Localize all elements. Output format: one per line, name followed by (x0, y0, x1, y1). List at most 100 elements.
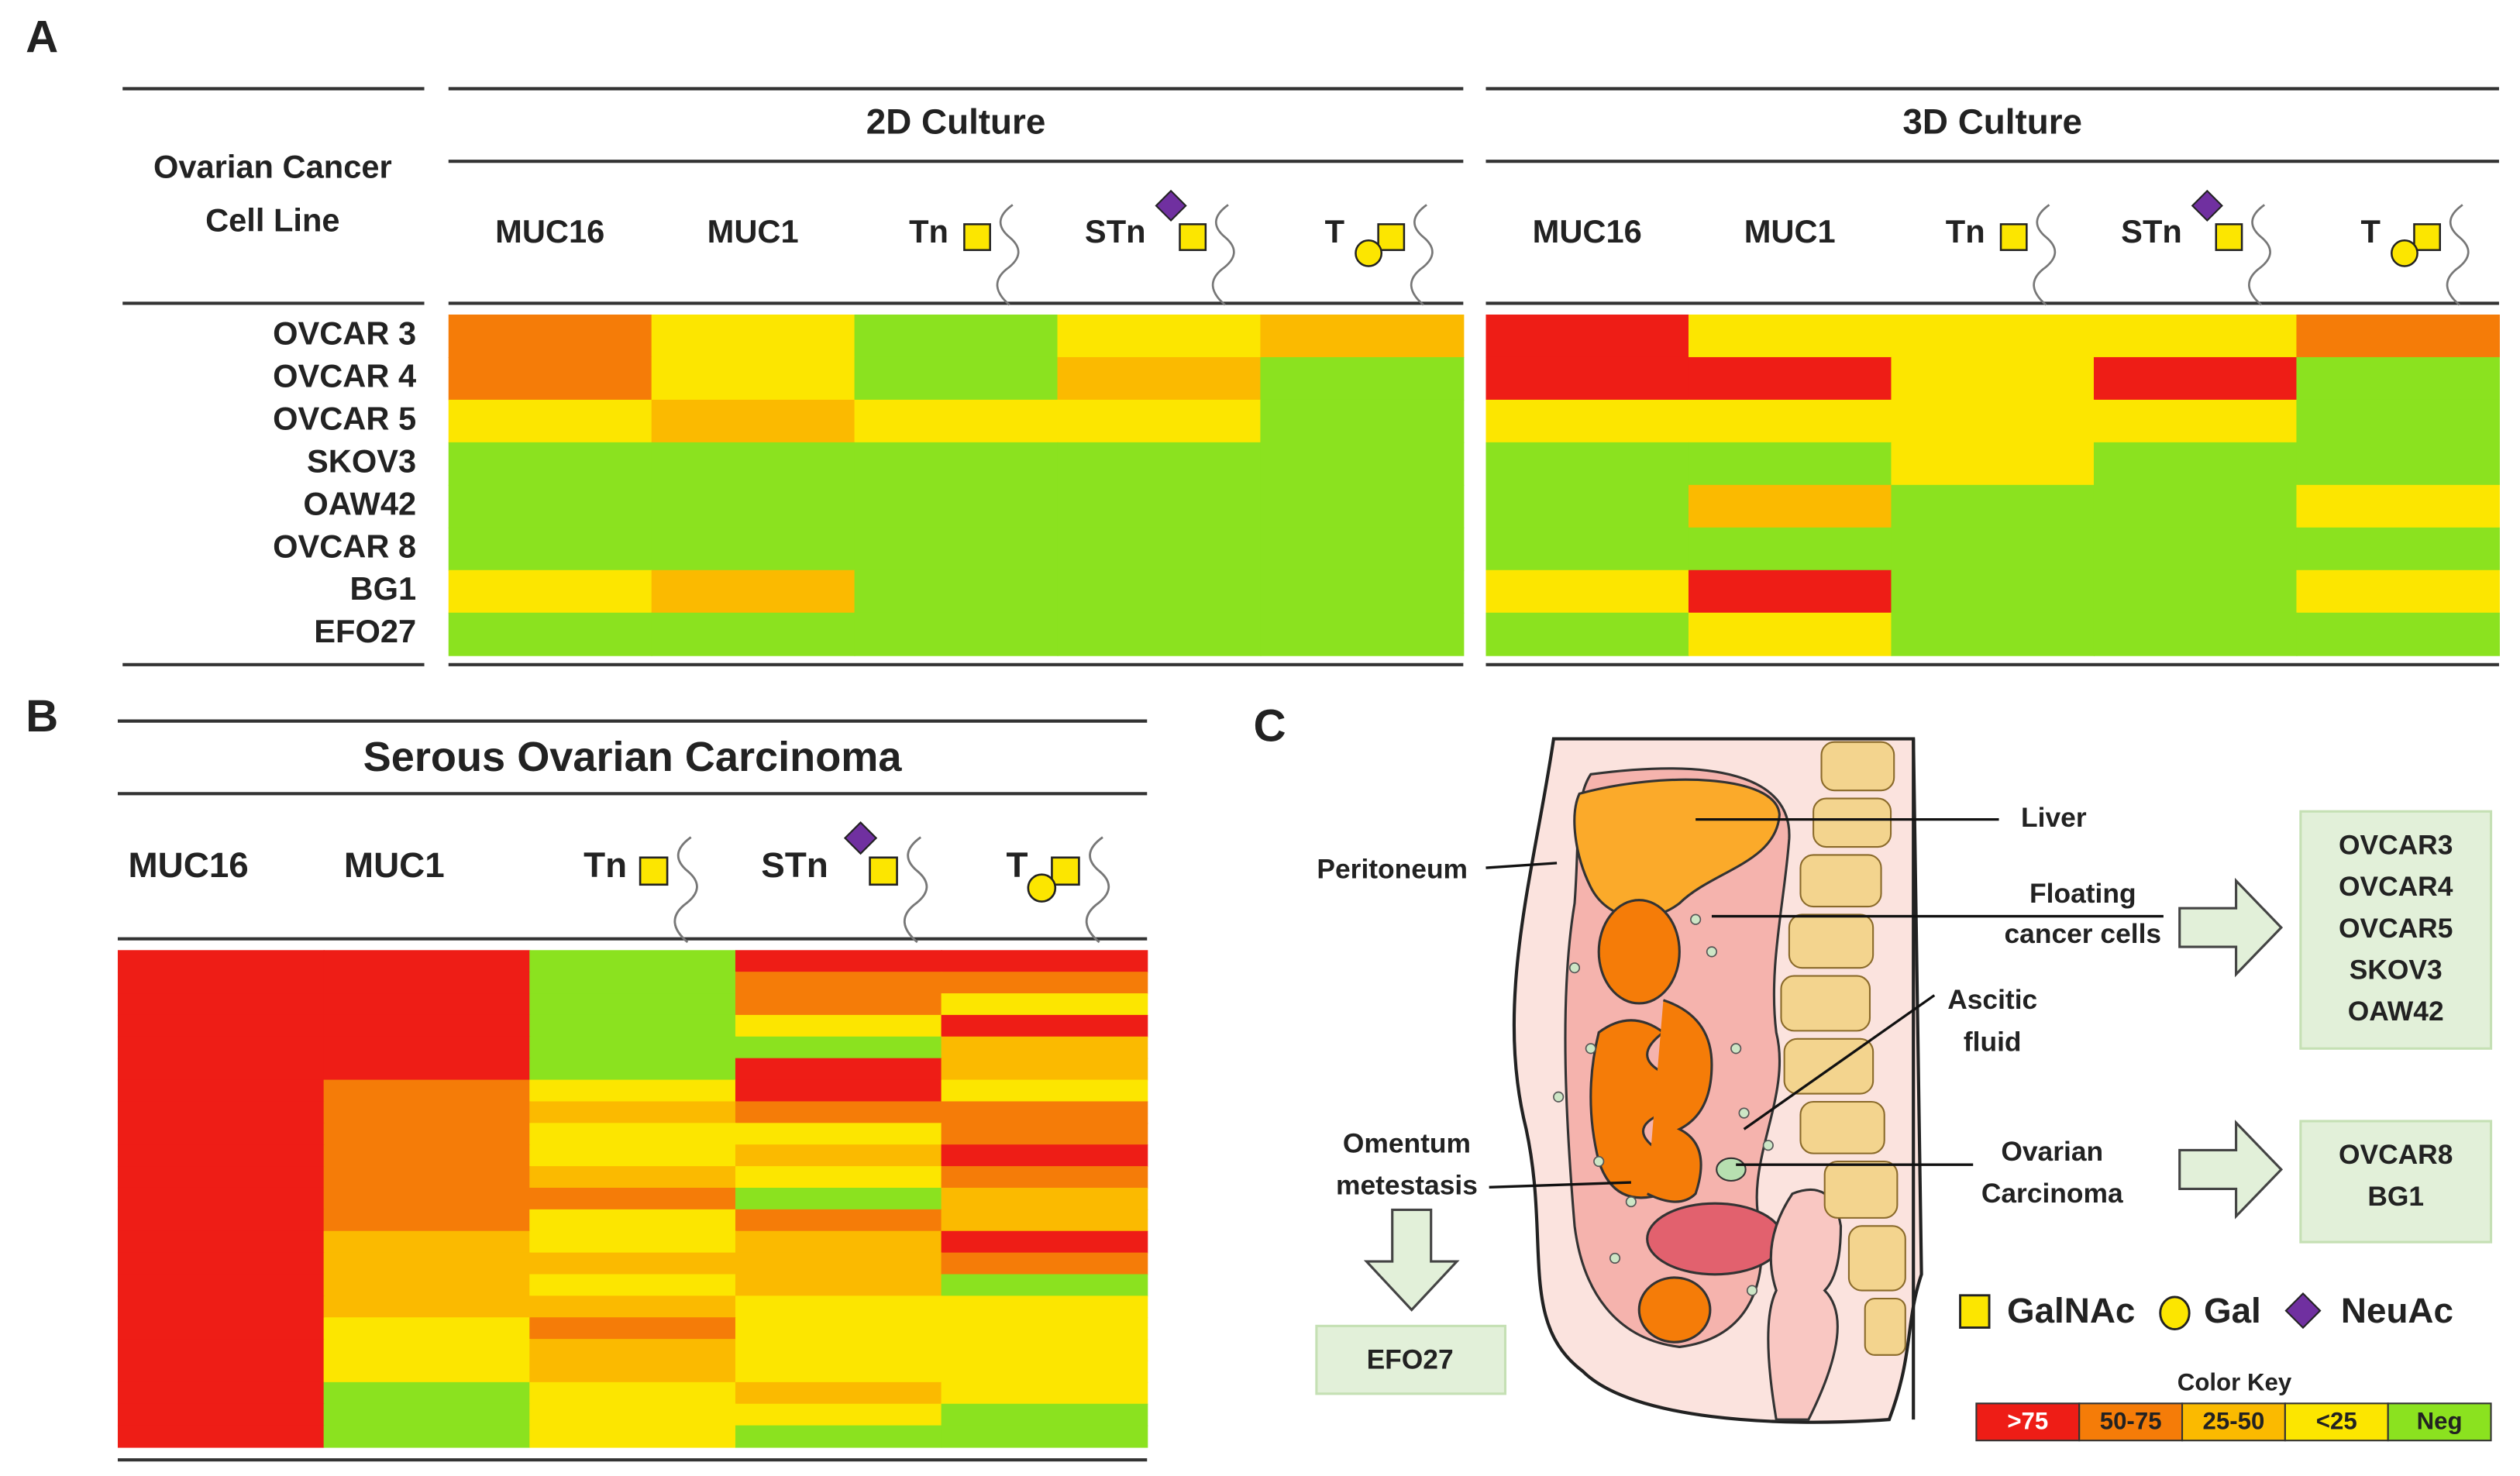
box-cell-line: OVCAR5 (2339, 913, 2453, 944)
heatmap-cell (651, 612, 855, 656)
heatmap-cell (448, 569, 652, 614)
organ-label: cancer cells (2005, 919, 2162, 949)
row-header: Cell Line (205, 201, 339, 238)
glycan-icon (1155, 189, 1235, 306)
cell-line-label: OVCAR 3 (273, 315, 416, 351)
heatmap-cell (529, 972, 736, 995)
legend-label: NeuAc (2341, 1291, 2453, 1330)
heatmap-cell (651, 356, 855, 401)
column-label: Tn (909, 213, 948, 249)
heatmap-cell (448, 356, 652, 401)
glycan-part (996, 204, 1020, 306)
glycan-part (1999, 223, 2028, 251)
heatmap-cell (1260, 527, 1465, 571)
heatmap-cell (117, 1187, 325, 1210)
heatmap-cell (323, 1079, 531, 1103)
heatmap-cell (529, 1295, 736, 1319)
organ-label: metestasis (1336, 1171, 1478, 1201)
heatmap-cell (117, 1144, 325, 1168)
heatmap-cell (448, 484, 652, 528)
heatmap-cell (117, 1339, 325, 1362)
heatmap-cell (735, 1123, 942, 1146)
heatmap-cell (323, 950, 531, 973)
heatmap-cell (941, 1295, 1148, 1319)
heatmap-cell (1260, 484, 1465, 528)
heatmap-cell (941, 1339, 1148, 1362)
heatmap-cell (117, 950, 325, 973)
heatmap-cell (323, 1230, 531, 1254)
heatmap-cell (735, 1295, 942, 1319)
heatmap-cell (529, 1252, 736, 1275)
heatmap-cell (854, 356, 1059, 401)
gal-circle (1027, 873, 1057, 903)
heatmap-cell (735, 1187, 942, 1210)
color-key-swatch (2078, 1402, 2184, 1442)
cell-line-label: SKOV3 (307, 442, 416, 479)
glycan-part (1377, 223, 1406, 251)
group-title: 3D Culture (1902, 101, 2082, 141)
glycan-part (2215, 223, 2243, 251)
heatmap-cell (941, 1230, 1148, 1254)
box-cell-line: OAW42 (2348, 996, 2444, 1027)
heatmap-cell (323, 1014, 531, 1037)
organ-label: Floating (2029, 879, 2136, 909)
color-key-swatch (2387, 1402, 2492, 1442)
heatmap-cell (117, 1252, 325, 1275)
heatmap-cell (735, 1079, 942, 1103)
heatmap-cell (735, 993, 942, 1016)
heatmap-cell (529, 950, 736, 973)
heatmap-cell (323, 1361, 531, 1383)
glycan-icon (1027, 836, 1110, 944)
heatmap-cell (941, 1079, 1148, 1103)
column-label: T (1325, 213, 1344, 249)
heatmap-cell (2296, 314, 2500, 358)
heatmap-cell (2093, 399, 2298, 443)
heatmap-cell (854, 569, 1059, 614)
glycan-part (1051, 856, 1080, 886)
color-key-label: <25 (2316, 1408, 2357, 1435)
heatmap-cell (854, 527, 1059, 571)
heatmap-cell (735, 950, 942, 973)
heatmap-cell (941, 1274, 1148, 1297)
legend-neuac (2284, 1292, 2322, 1330)
heatmap-cell (529, 1166, 736, 1189)
glycan-icon (2191, 189, 2271, 306)
organ-label: Omentum (1343, 1129, 1471, 1159)
box-cell-line: OVCAR8 (2339, 1140, 2453, 1170)
panel-title: Serous Ovarian Carcinoma (363, 734, 903, 780)
result-boxes (1315, 810, 2493, 1395)
heatmap-cell (117, 1361, 325, 1383)
gal-circle (2391, 239, 2418, 267)
heatmap-cell (1688, 314, 1892, 358)
column-label: MUC1 (707, 213, 799, 249)
heatmap-cell (1688, 356, 1892, 401)
heatmap-cell (117, 1101, 325, 1124)
heatmap-cell (735, 1230, 942, 1254)
heatmap-cell (117, 1403, 325, 1426)
heatmap-cell (323, 1295, 531, 1319)
panel-label: A (26, 12, 58, 62)
neuac-diamond (843, 821, 878, 855)
heatmap-cell (735, 1036, 942, 1059)
heatmap-cell (323, 1058, 531, 1081)
heatmap-cell (941, 1166, 1148, 1189)
panel-label: B (26, 691, 58, 741)
glycan-part (2033, 204, 2057, 306)
heatmap-cell (735, 1339, 942, 1362)
heatmap-cell (1485, 399, 1690, 443)
heatmap-cell (941, 1252, 1148, 1275)
heatmap-cell (2093, 442, 2298, 486)
heatmap-cell (448, 314, 652, 358)
column-label: Tn (1946, 213, 1985, 249)
neuac-diamond (2191, 189, 2223, 222)
heatmap-cell (1485, 569, 1690, 614)
heatmap-cell (2296, 527, 2500, 571)
heatmap-cell (735, 1209, 942, 1232)
heatmap-cell (1057, 484, 1262, 528)
heatmap-cell (1260, 569, 1465, 614)
legend-label: Gal (2204, 1291, 2261, 1330)
heatmap-cell (117, 1425, 325, 1448)
glycan-part (673, 836, 698, 944)
column-label: T (1006, 845, 1028, 885)
glycan-icon (963, 204, 1020, 306)
